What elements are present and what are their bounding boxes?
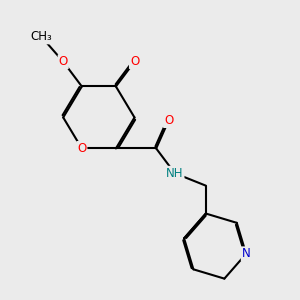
Text: O: O [77,142,86,155]
Text: O: O [164,114,173,127]
Text: NH: NH [166,167,184,180]
Text: O: O [130,55,139,68]
Text: CH₃: CH₃ [31,30,52,44]
Text: O: O [58,55,68,68]
Text: N: N [242,247,250,260]
